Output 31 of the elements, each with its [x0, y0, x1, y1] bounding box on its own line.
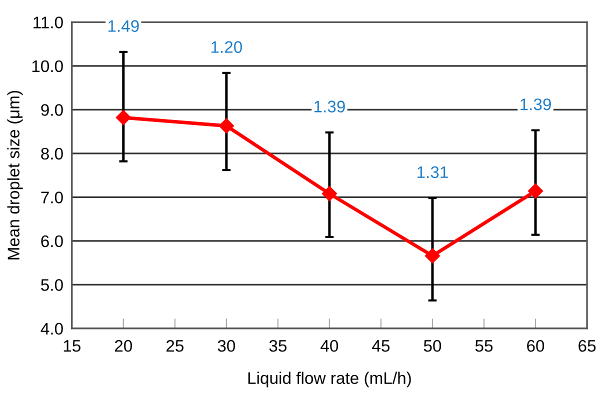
annotation: 1.31: [418, 166, 448, 178]
y-axis-title: Mean droplet size (μm): [7, 90, 23, 260]
annotation: 1.20: [211, 41, 242, 53]
annotation: 1.39: [520, 98, 551, 110]
x-tick-label: 50: [424, 340, 442, 352]
x-tick-label: 45: [372, 340, 390, 352]
annotation: 1.49: [108, 20, 139, 32]
x-tick-label: 20: [114, 340, 132, 352]
y-tick-label: 4.0: [40, 322, 63, 335]
point: [528, 183, 544, 199]
y-tick-label: 10.0: [32, 60, 63, 72]
y-tick-label: 7.0: [41, 192, 63, 204]
point: [218, 118, 234, 134]
x-axis-title: Liquid flow rate (mL/h): [248, 372, 411, 388]
annotation: 1.39: [314, 100, 345, 112]
x-tick-label: 65: [578, 340, 596, 352]
x-tick-label: 30: [218, 340, 236, 352]
x-tick-label: 15: [64, 340, 80, 352]
x-tick-label: 35: [269, 340, 287, 352]
y-tick-label: 6.0: [41, 235, 63, 248]
x-tick-label: 25: [166, 340, 184, 352]
x-tick-label: 60: [527, 340, 544, 352]
x-tick-label: 55: [475, 340, 493, 352]
y-tick-label: 5.0: [41, 279, 63, 291]
y-tick-label: 9.0: [41, 104, 63, 116]
y-tick-label: 8.0: [41, 148, 63, 160]
point: [424, 248, 440, 264]
x-tick-label: 40: [320, 340, 338, 352]
point: [116, 110, 131, 126]
point: [322, 186, 338, 202]
y-tick-label: 11.0: [34, 16, 63, 28]
